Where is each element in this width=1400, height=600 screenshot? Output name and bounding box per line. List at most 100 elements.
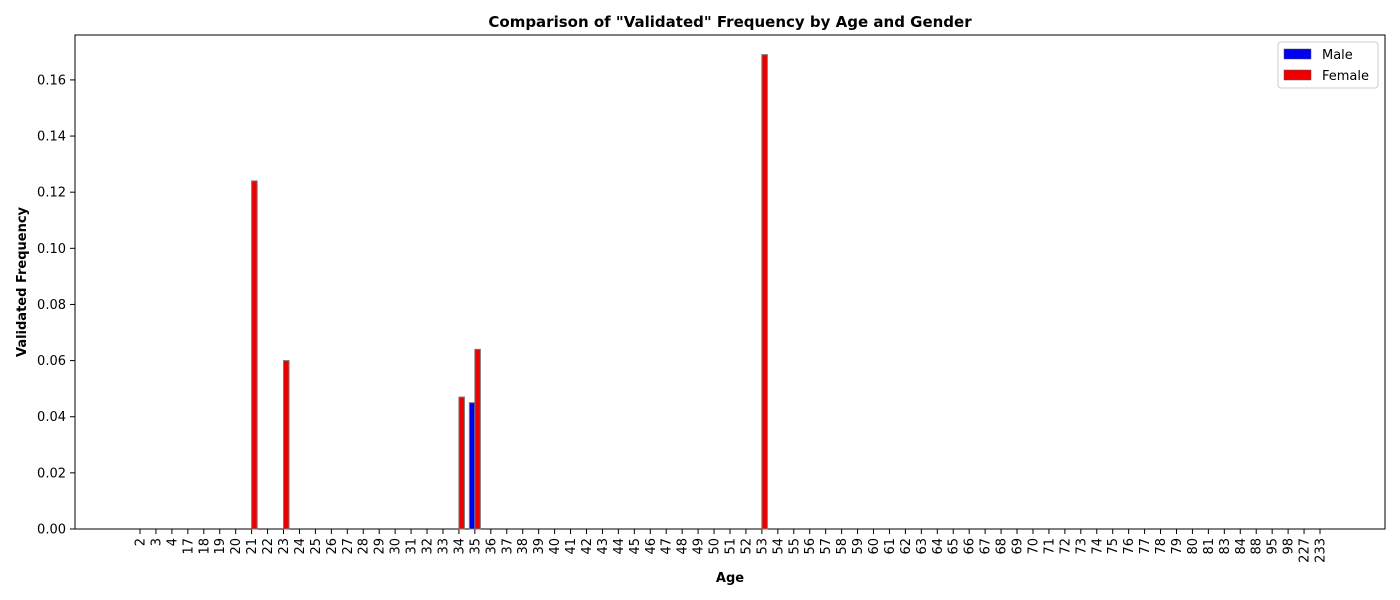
x-tick-label: 39 [532,538,547,555]
y-axis-label: Validated Frequency [15,206,30,357]
y-tick-label: 0.02 [37,466,66,481]
x-tick-label: 26 [325,538,340,555]
x-tick-label: 34 [452,538,467,555]
x-tick-label: 27 [341,538,356,555]
x-tick-label: 53 [755,538,770,555]
x-axis: 2 3 4 17 18 19 20 21 22 23 24 25 26 27 28 29 30 31 32 33 34 3… [134,529,1329,563]
x-tick-label: 3 [149,538,164,546]
y-tick-label: 0.10 [37,242,66,257]
x-tick-label: 98 [1282,538,1297,555]
x-tick-label: 61 [883,538,898,555]
x-tick-label: 75 [1106,538,1121,555]
x-tick-label: 66 [963,538,978,555]
x-tick-label: 2 [134,538,149,546]
x-tick-label: 77 [1138,538,1153,555]
x-tick-label: 70 [1026,538,1041,555]
x-tick-label: 56 [803,538,818,555]
x-tick-label: 65 [947,538,962,555]
x-tick-label: 20 [229,538,244,555]
x-tick-label: 54 [771,538,786,555]
x-tick-label: 81 [1202,538,1217,555]
x-tick-label: 63 [915,538,930,555]
bar-male-35 [468,402,476,530]
x-tick-label: 23 [277,538,292,555]
chart-title: Comparison of "Validated" Frequency by A… [488,13,972,31]
x-tick-label: 79 [1170,538,1185,555]
x-tick-label: 55 [787,538,802,555]
bar-female-34 [458,396,465,530]
x-tick-label: 227 [1298,538,1313,563]
legend-label-female: Female [1322,69,1369,84]
x-tick-label: 74 [1090,538,1105,555]
x-tick-label: 49 [692,538,707,555]
x-tick-label: 50 [708,538,723,555]
bar-female-21 [251,180,258,530]
x-tick-label: 52 [739,538,754,555]
bar-female-53 [761,54,768,530]
x-tick-label: 4 [165,538,180,546]
x-tick-label: 88 [1250,538,1265,555]
x-tick-label: 57 [819,538,834,555]
x-tick-label: 95 [1266,538,1281,555]
legend-swatch-female [1283,69,1312,81]
x-tick-label: 64 [931,538,946,555]
x-tick-label: 41 [564,538,579,555]
legend-label-male: Male [1322,48,1353,63]
x-tick-label: 78 [1154,538,1169,555]
x-tick-label: 18 [197,538,212,555]
x-tick-label: 60 [867,538,882,555]
x-tick-label: 42 [580,538,595,555]
x-tick-label: 36 [484,538,499,555]
x-tick-label: 25 [309,538,324,555]
x-tick-label: 51 [724,538,739,555]
legend-swatch-male [1283,48,1312,60]
x-tick-label: 24 [293,538,308,555]
y-tick-label: 0.12 [37,186,66,201]
x-tick-label: 37 [500,538,515,555]
x-tick-label: 48 [676,538,691,555]
bar-female-35 [474,348,481,530]
x-tick-label: 59 [851,538,866,555]
x-tick-label: 80 [1186,538,1201,555]
bars [251,54,768,530]
y-tick-label: 0.16 [37,73,66,88]
x-tick-label: 71 [1042,538,1057,555]
x-tick-label: 46 [644,538,659,555]
y-tick-label: 0.04 [37,410,66,425]
y-tick-label: 0.14 [37,130,66,145]
legend: Male Female [1277,41,1379,89]
x-axis-label: Age [716,571,744,586]
x-tick-label: 29 [373,538,388,555]
x-tick-label: 67 [979,538,994,555]
x-tick-label: 83 [1218,538,1233,555]
x-tick-label: 30 [389,538,404,555]
x-tick-label: 35 [468,538,483,555]
x-tick-label: 43 [596,538,611,555]
bar-female-23 [283,360,290,530]
x-tick-label: 19 [213,538,228,555]
x-tick-label: 40 [548,538,563,555]
x-tick-label: 28 [357,538,372,555]
plot-area [74,34,1386,530]
x-tick-label: 62 [899,538,914,555]
x-tick-label: 69 [1011,538,1026,555]
x-tick-label: 38 [516,538,531,555]
x-tick-label: 32 [421,538,436,555]
x-tick-label: 21 [245,538,260,555]
x-tick-label: 84 [1234,538,1249,555]
y-tick-label: 0.08 [37,298,66,313]
x-tick-label: 58 [835,538,850,555]
x-tick-label: 73 [1074,538,1089,555]
x-tick-label: 45 [628,538,643,555]
y-tick-label: 0.00 [37,523,66,538]
x-tick-label: 47 [660,538,675,555]
y-axis: 0.00 0.02 0.04 0.06 0.08 0.10 0.12 0.14 0.16 [37,73,75,538]
x-tick-label: 68 [995,538,1010,555]
x-tick-label: 76 [1122,538,1137,555]
y-tick-label: 0.06 [37,354,66,369]
x-tick-label: 33 [436,538,451,555]
x-tick-label: 233 [1314,538,1329,563]
x-tick-label: 22 [261,538,276,555]
x-tick-label: 17 [181,538,196,555]
